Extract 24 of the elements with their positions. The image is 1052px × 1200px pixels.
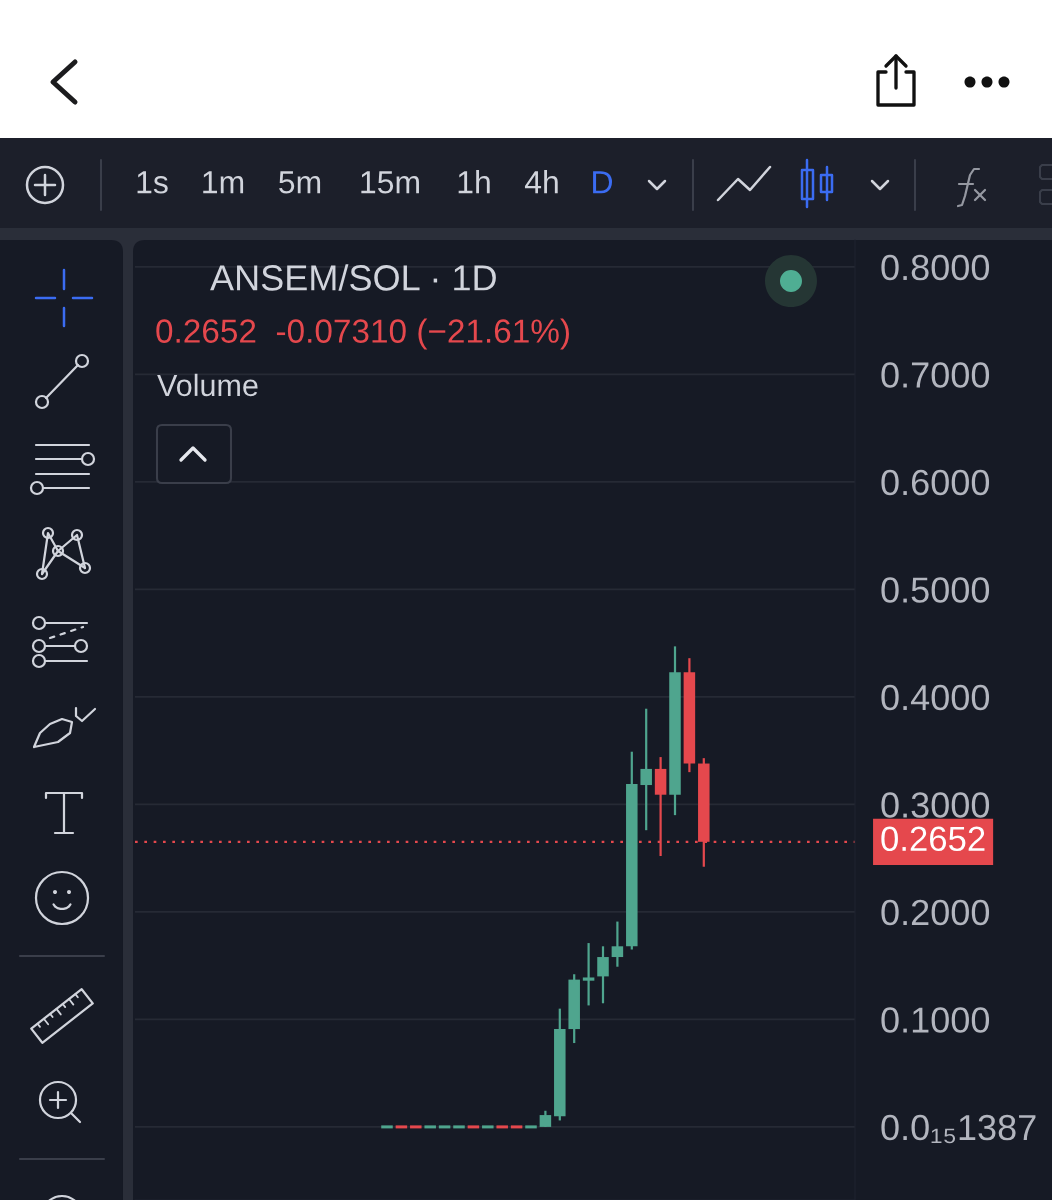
y-tick-label: 0.7000 [881,362,990,388]
text: 1s [137,171,168,194]
y-tick-label: 0.6000 [881,469,990,496]
text: 0.2652 -0.07310 (−21.61%) [156,318,569,350]
text: 1m [203,171,244,194]
annotation: Volume [157,373,258,397]
candlestick [597,945,609,1005]
candlestick [582,941,595,1007]
text: D [593,171,613,194]
y-tick-label: 0.2000 [881,899,990,926]
y-tick-label: 0.3000 [881,792,990,818]
y-tick-label: 0.1000 [881,1007,990,1033]
ref-line-label: 0.2652 [881,826,985,852]
text: 1h [458,170,490,194]
text: 5m [279,171,321,194]
candlestick [611,920,624,968]
y-tick-label: 0.0₁₅1387 [881,1114,1036,1144]
text: 15m [361,171,419,194]
text: 4h [524,170,558,194]
candlestick [640,707,652,832]
text: ANSEM/SOL · 1D [210,264,496,291]
y-tick-label: 0.8000 [881,254,990,281]
y-tick-label: 0.5000 [881,577,990,603]
y-tick-label: 0.4000 [881,684,990,711]
